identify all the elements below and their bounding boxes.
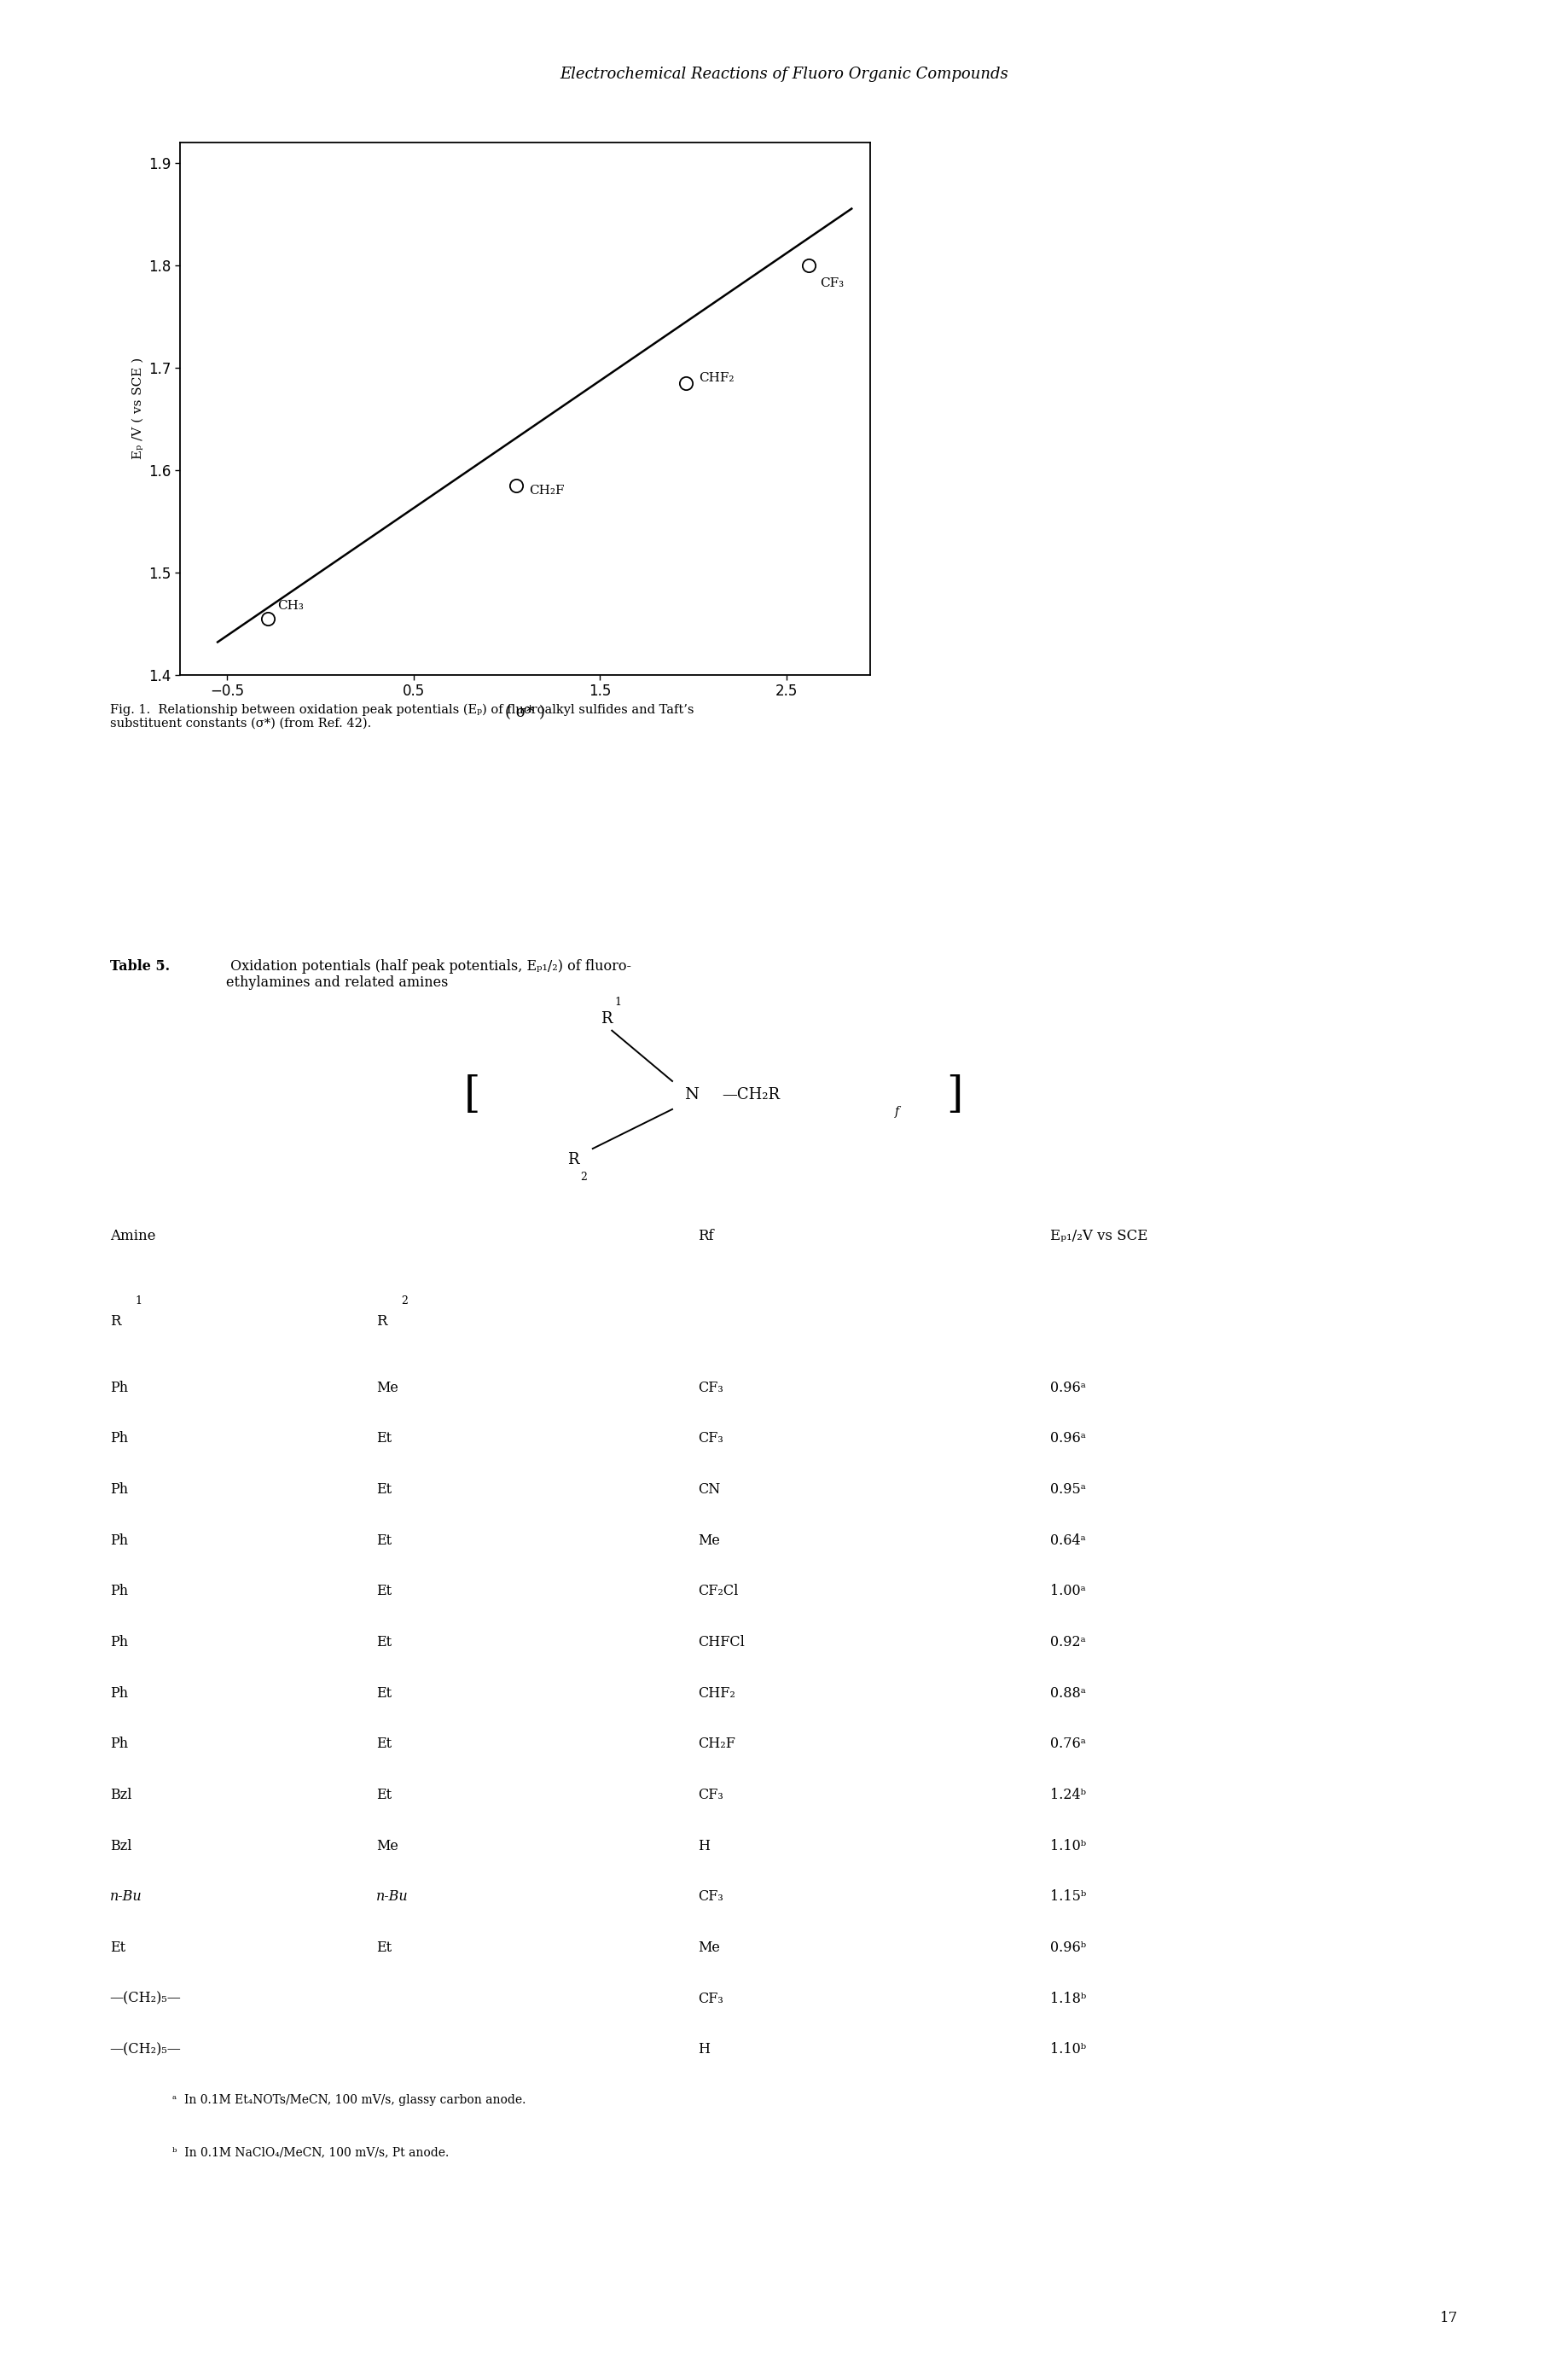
Text: Et: Et (376, 1584, 392, 1598)
Text: 0.95ᵃ: 0.95ᵃ (1051, 1482, 1087, 1497)
Text: N: N (684, 1087, 699, 1103)
Text: f: f (895, 1106, 898, 1118)
Text: —(CH₂)₅—: —(CH₂)₅— (110, 2041, 182, 2058)
Text: CH₃: CH₃ (278, 599, 304, 613)
Text: 1.18ᵇ: 1.18ᵇ (1051, 1991, 1087, 2006)
Text: CHF₂: CHF₂ (698, 1686, 735, 1700)
Text: 0.88ᵃ: 0.88ᵃ (1051, 1686, 1087, 1700)
Text: 0.64ᵃ: 0.64ᵃ (1051, 1534, 1087, 1549)
Text: 2: 2 (401, 1295, 408, 1307)
Text: 0.96ᵇ: 0.96ᵇ (1051, 1942, 1087, 1956)
Text: 1.15ᵇ: 1.15ᵇ (1051, 1890, 1087, 1904)
Text: Ph: Ph (110, 1584, 127, 1598)
Text: Et: Et (376, 1686, 392, 1700)
Text: Fig. 1.  Relationship between oxidation peak potentials (Eₚ) of fluoroalkyl sulf: Fig. 1. Relationship between oxidation p… (110, 703, 693, 729)
Text: Ph: Ph (110, 1381, 127, 1395)
Text: Electrochemical Reactions of Fluoro Organic Compounds: Electrochemical Reactions of Fluoro Orga… (560, 66, 1008, 81)
Text: 0.76ᵃ: 0.76ᵃ (1051, 1738, 1087, 1752)
Text: Me: Me (376, 1381, 398, 1395)
Text: CH₂F: CH₂F (698, 1738, 735, 1752)
Text: —(CH₂)₅—: —(CH₂)₅— (110, 1991, 182, 2006)
Text: Ph: Ph (110, 1534, 127, 1549)
Text: CF₃: CF₃ (698, 1788, 723, 1802)
Text: Table 5.: Table 5. (110, 959, 169, 973)
Text: Ph: Ph (110, 1482, 127, 1497)
Text: n-Bu: n-Bu (110, 1890, 141, 1904)
Text: CF₃: CF₃ (698, 1430, 723, 1447)
Text: Et: Et (376, 1534, 392, 1549)
Text: Me: Me (698, 1534, 720, 1549)
Text: Amine: Amine (110, 1229, 155, 1243)
Text: 1: 1 (135, 1295, 141, 1307)
Text: Ph: Ph (110, 1634, 127, 1650)
Text: 1: 1 (615, 997, 621, 1009)
Text: Bzl: Bzl (110, 1838, 132, 1854)
Text: Et: Et (376, 1430, 392, 1447)
Text: CF₃: CF₃ (820, 277, 844, 289)
Text: CHFCl: CHFCl (698, 1634, 745, 1650)
Text: H: H (698, 1838, 710, 1854)
Text: R: R (110, 1314, 121, 1328)
Text: 2: 2 (580, 1172, 588, 1182)
Text: CF₃: CF₃ (698, 1890, 723, 1904)
Text: CH₂F: CH₂F (528, 485, 564, 497)
Text: Bzl: Bzl (110, 1788, 132, 1802)
Text: CHF₂: CHF₂ (699, 372, 734, 384)
Text: —CH₂R: —CH₂R (721, 1087, 779, 1103)
Text: R: R (568, 1153, 579, 1167)
Text: R: R (601, 1011, 612, 1028)
Text: 1.10ᵇ: 1.10ᵇ (1051, 2041, 1087, 2058)
Text: Et: Et (376, 1788, 392, 1802)
Text: 1.10ᵇ: 1.10ᵇ (1051, 1838, 1087, 1854)
Text: ᵃ  In 0.1M Et₄NOTs/MeCN, 100 mV/s, glassy carbon anode.: ᵃ In 0.1M Et₄NOTs/MeCN, 100 mV/s, glassy… (172, 2096, 525, 2108)
Text: [: [ (464, 1075, 480, 1115)
Text: Et: Et (376, 1738, 392, 1752)
Text: Ph: Ph (110, 1430, 127, 1447)
Text: Eₚ₁/₂V vs SCE: Eₚ₁/₂V vs SCE (1051, 1229, 1148, 1243)
Text: n-Bu: n-Bu (376, 1890, 408, 1904)
Text: 0.96ᵃ: 0.96ᵃ (1051, 1381, 1087, 1395)
Text: Oxidation potentials (half peak potentials, Eₚ₁/₂) of fluoro-
ethylamines and re: Oxidation potentials (half peak potentia… (226, 959, 630, 990)
Text: Et: Et (376, 1634, 392, 1650)
Text: Rf: Rf (698, 1229, 713, 1243)
Text: ᵇ  In 0.1M NaClO₄/MeCN, 100 mV/s, Pt anode.: ᵇ In 0.1M NaClO₄/MeCN, 100 mV/s, Pt anod… (172, 2145, 448, 2160)
X-axis label: ( σ* ): ( σ* ) (505, 706, 546, 720)
Text: Ph: Ph (110, 1686, 127, 1700)
Text: CF₂Cl: CF₂Cl (698, 1584, 739, 1598)
Text: CN: CN (698, 1482, 720, 1497)
Text: Me: Me (698, 1942, 720, 1956)
Text: 1.24ᵇ: 1.24ᵇ (1051, 1788, 1087, 1802)
Text: Ph: Ph (110, 1738, 127, 1752)
Text: ]: ] (947, 1075, 963, 1115)
Text: 17: 17 (1439, 2311, 1458, 2325)
Text: 0.96ᵃ: 0.96ᵃ (1051, 1430, 1087, 1447)
Text: Et: Et (376, 1942, 392, 1956)
Text: CF₃: CF₃ (698, 1381, 723, 1395)
Text: Et: Et (110, 1942, 125, 1956)
Text: R: R (376, 1314, 387, 1328)
Text: CF₃: CF₃ (698, 1991, 723, 2006)
Text: 1.00ᵃ: 1.00ᵃ (1051, 1584, 1087, 1598)
Y-axis label: Eₚ /V ( vs SCE ): Eₚ /V ( vs SCE ) (132, 358, 144, 459)
Text: 0.92ᵃ: 0.92ᵃ (1051, 1634, 1087, 1650)
Text: H: H (698, 2041, 710, 2058)
Text: Me: Me (376, 1838, 398, 1854)
Text: Et: Et (376, 1482, 392, 1497)
